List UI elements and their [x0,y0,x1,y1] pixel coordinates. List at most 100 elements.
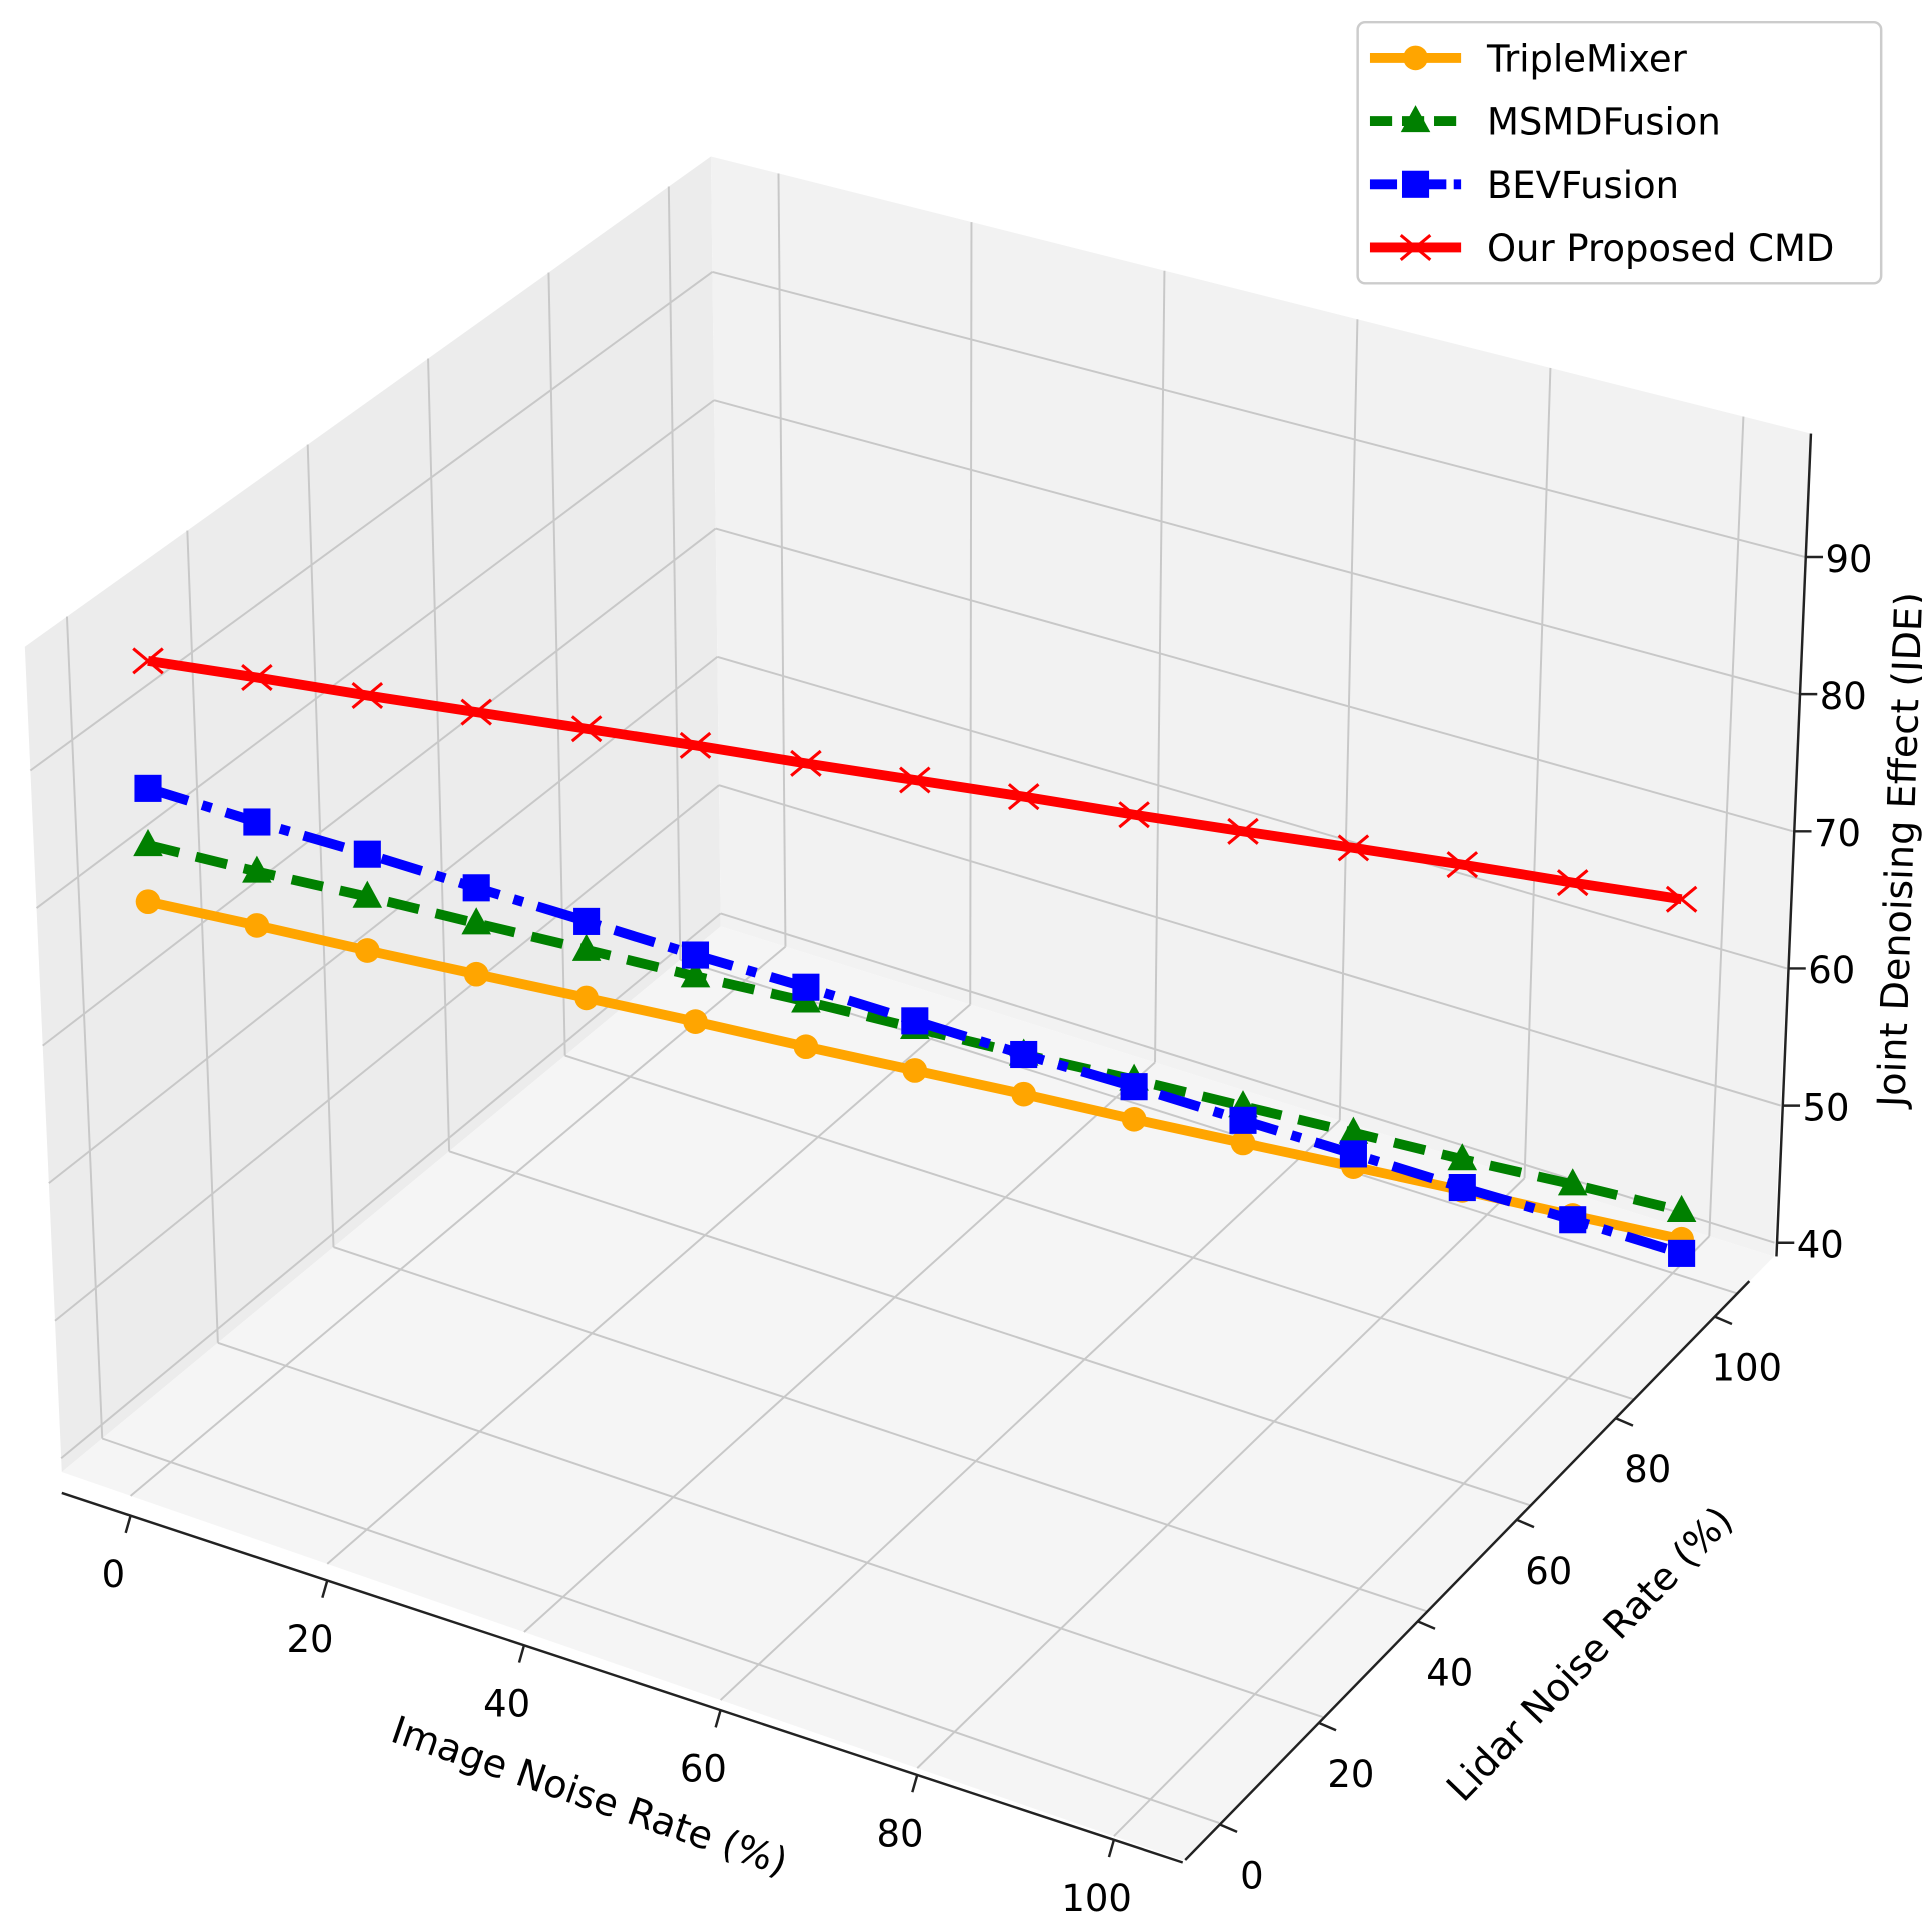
data-point-triplemixer [902,1058,928,1083]
data-point-our-proposed-cmd [1337,834,1370,862]
grid-x-back [777,173,787,947]
data-point-bevfusion [462,874,490,902]
grid-z-left [42,527,717,1047]
x-tick-label: 100 [1061,1877,1132,1913]
data-point-our-proposed-cmd [132,647,164,675]
data-point-our-proposed-cmd [1007,783,1040,811]
legend-label-bevfusion: BEVFusion [1487,164,1679,207]
data-point-bevfusion [134,774,162,802]
series-lines [132,647,1698,1267]
x-tick-label: 60 [680,1748,727,1791]
grid-z-back [717,655,1788,970]
data-point-msmdfusion [571,933,602,961]
grid-z-left [29,271,714,772]
grid-y-floor [680,958,1738,1295]
x-tick-mark [1107,1839,1116,1858]
grid-x-floor [326,1003,971,1565]
data-point-bevfusion [1120,1073,1148,1101]
data-point-msmdfusion [133,829,163,857]
grid-y-floor [448,1150,1531,1507]
x-axis-label: Image Noise Rate (%) [386,1709,793,1886]
axis-spines [61,433,1824,1864]
z-axis-spine [1775,433,1813,1257]
x-tick-label: 0 [102,1553,126,1596]
x-tick-mark [714,1709,722,1728]
y-tick-label: 100 [1711,1347,1782,1390]
legend-marker-triplemixer [1403,45,1428,71]
z-tick-label: 70 [1814,812,1861,855]
y-tick-mark [1219,1823,1238,1834]
z-tick-label: 80 [1820,675,1867,718]
data-point-triplemixer [1011,1081,1037,1107]
data-point-triplemixer [1121,1106,1147,1132]
data-point-our-proposed-cmd [899,766,931,794]
data-point-our-proposed-cmd [1446,851,1479,879]
data-point-bevfusion [1339,1140,1367,1168]
left-pane [24,156,721,1473]
grid-y-left [306,444,335,1248]
data-point-bevfusion [1010,1040,1038,1069]
back-pane [710,156,1811,1257]
data-point-our-proposed-cmd [351,682,384,710]
data-point-bevfusion [1559,1206,1587,1234]
legend-label-our-proposed-cmd: Our Proposed CMD [1487,227,1834,270]
x-tick-label: 20 [287,1618,334,1661]
grid-x-floor [719,1119,1341,1701]
data-point-our-proposed-cmd [679,731,712,759]
grid-y-left [667,186,682,960]
data-point-msmdfusion [1338,1116,1369,1144]
grid-y-floor [217,1341,1324,1719]
data-point-bevfusion [353,840,381,868]
grid-x-back [1708,416,1745,1237]
data-point-our-proposed-cmd [570,715,603,743]
data-point-our-proposed-cmd [790,749,822,777]
grid-x-back [1154,270,1166,1063]
data-point-bevfusion [1668,1239,1696,1267]
legend-label-triplemixer: TripleMixer [1486,37,1688,80]
data-point-our-proposed-cmd [460,698,492,726]
grid-lines [29,173,1806,1837]
grid-x-floor [1113,1235,1711,1837]
y-tick-mark [1516,1518,1535,1529]
data-point-triplemixer [1230,1130,1256,1156]
z-tick-label: 40 [1797,1224,1844,1267]
data-point-msmdfusion [352,880,383,908]
z-axis-label: Joint Denoising Effect (JDE) [1870,591,1922,1109]
legend-label-msmdfusion: MSMDFusion [1487,101,1721,144]
data-point-our-proposed-cmd [241,664,273,692]
data-point-bevfusion [573,907,601,935]
data-point-bevfusion [681,941,710,969]
y-tick-label: 20 [1327,1753,1374,1796]
y-tick-mark [1615,1417,1634,1427]
grid-y-floor [564,1054,1635,1401]
x-tick-label: 80 [876,1812,923,1855]
grid-y-left [65,616,104,1439]
series-line-msmdfusion [146,840,1683,1216]
data-point-bevfusion [792,973,820,1001]
data-point-msmdfusion [1447,1143,1478,1171]
y-tick-label: 60 [1525,1550,1572,1593]
x-axis-spine [61,1491,1184,1864]
grid-y-left [427,358,451,1152]
data-point-msmdfusion [680,960,711,988]
grid-z-left [48,656,718,1184]
data-point-triplemixer [463,961,489,987]
z-tick-label: 50 [1802,1086,1849,1129]
data-point-msmdfusion [461,907,491,935]
grid-x-floor [916,1177,1526,1769]
data-point-msmdfusion [1666,1194,1697,1222]
legend-marker-bevfusion [1401,170,1430,198]
grid-x-back [1523,367,1552,1179]
data-point-triplemixer [683,1009,708,1034]
z-tick-label: 60 [1808,949,1855,992]
x-tick-mark [911,1774,919,1793]
series-line-bevfusion [146,783,1684,1259]
grid-z-back [713,399,1800,696]
grid-x-floor [129,945,787,1497]
data-point-bevfusion [1229,1106,1257,1134]
data-point-triplemixer [244,913,270,938]
grid-x-floor [523,1061,1156,1633]
grid-y-floor [101,1437,1220,1824]
grid-z-back [712,270,1806,558]
